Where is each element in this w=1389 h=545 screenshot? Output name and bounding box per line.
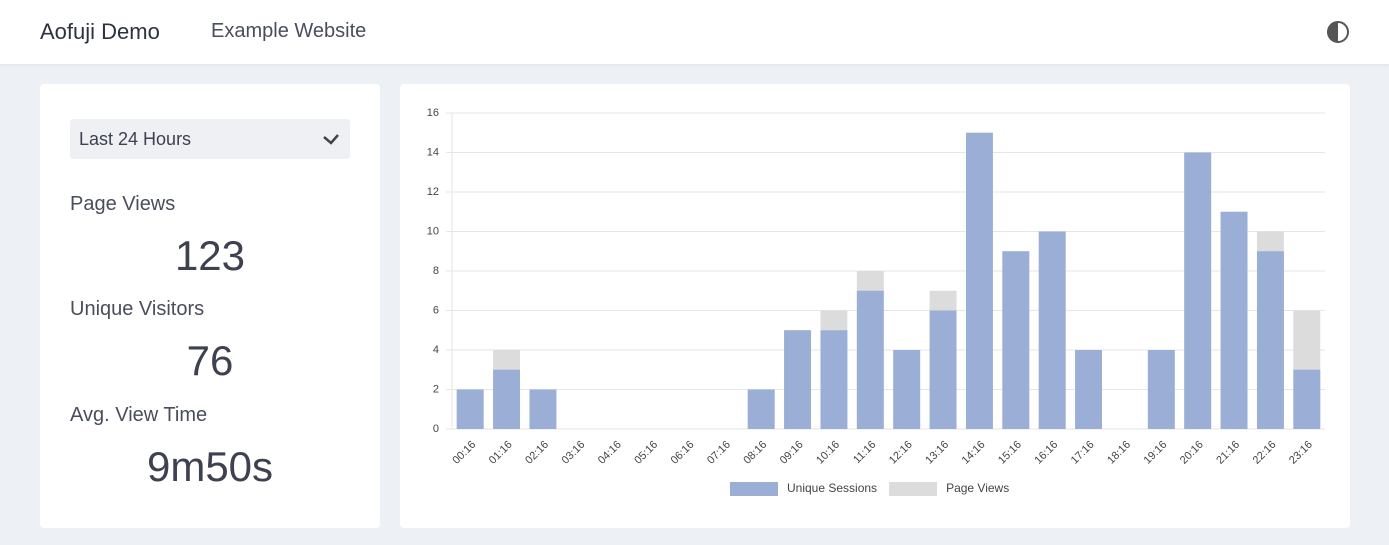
bar: [893, 350, 921, 429]
bar: [1038, 231, 1066, 429]
stat-label: Avg. View Time: [70, 404, 208, 426]
bar: [456, 389, 484, 429]
header: Aofuji Demo Example Website: [0, 0, 1389, 64]
x-tick-label: 06:16: [669, 439, 697, 467]
x-tick-label: 23:16: [1287, 439, 1315, 467]
site-link[interactable]: Example Website: [211, 20, 367, 42]
x-tick-label: 22:16: [1251, 439, 1279, 467]
stat-label: Unique Visitors: [70, 298, 205, 320]
y-tick-label: 10: [427, 225, 439, 237]
y-tick-label: 8: [433, 265, 439, 277]
chart-card: 0 2 4 6 8 10 12 14 16 00:16 01:16 02:16 03:16 04:16 05…: [400, 84, 1350, 528]
y-tick-label: 12: [427, 186, 439, 198]
x-tick-label: 11:16: [851, 439, 878, 466]
bar: [529, 389, 557, 429]
x-tick-label: 02:16: [523, 439, 551, 467]
x-tick-label: 07:16: [705, 439, 733, 467]
bar: [1002, 251, 1030, 429]
stat-label: Page Views: [70, 193, 176, 215]
bar: [747, 389, 775, 429]
x-tick-label: 18:16: [1105, 439, 1133, 467]
range-text: Last 24 Hours: [79, 129, 192, 149]
bar: [1184, 152, 1212, 429]
x-tick-label: 14:16: [960, 439, 988, 467]
x-tick-label: 01:16: [487, 439, 515, 467]
x-tick-label: 10:16: [814, 439, 842, 467]
chevron: [323, 134, 339, 145]
bar: [856, 290, 884, 429]
legend-swatch: [889, 482, 938, 496]
x-tick-label: 17:16: [1069, 439, 1097, 467]
range-select[interactable]: Last 24 Hours: [70, 119, 350, 159]
x-tick-label: 03:16: [560, 439, 588, 467]
theme-toggle[interactable]: [1326, 20, 1350, 44]
y-tick-label: 0: [433, 423, 439, 435]
stat-value: 76: [186, 337, 234, 384]
legend-label: Unique Sessions: [787, 481, 877, 495]
bar: [1220, 211, 1248, 429]
bar: [929, 310, 957, 429]
x-tick-label: 05:16: [632, 439, 660, 467]
bar: [1075, 350, 1103, 429]
x-tick-label: 00:16: [450, 439, 478, 467]
y-tick-label: 4: [433, 344, 439, 356]
bar: [493, 369, 521, 429]
stat-value: 9m50s: [146, 443, 274, 490]
x-tick-label: 19:16: [1142, 439, 1170, 467]
legend-swatch: [730, 482, 778, 496]
chart: 0 2 4 6 8 10 12 14 16 00:16 01:16 02:16 03:16 04:16 05…: [427, 107, 1325, 496]
bar: [1147, 350, 1175, 429]
x-tick-label: 20:16: [1178, 439, 1206, 467]
y-tick-label: 6: [433, 304, 439, 316]
brand[interactable]: Aofuji Demo: [40, 19, 160, 44]
bar: [820, 330, 848, 429]
x-tick-label: 13:16: [923, 439, 951, 467]
y-tick-label: 14: [427, 146, 439, 158]
bar: [784, 330, 812, 429]
x-tick-label: 15:16: [996, 439, 1024, 467]
x-tick-label: 09:16: [778, 439, 806, 467]
y-tick-label: 2: [433, 383, 439, 395]
legend-label: Page Views: [946, 481, 1009, 495]
stats-card: Last 24 Hours Page Views 123 Unique Visi…: [40, 84, 380, 528]
x-tick-label: 16:16: [1032, 439, 1060, 467]
bar: [1293, 369, 1321, 429]
x-tick-label: 21:16: [1214, 439, 1242, 467]
stat-value: 123: [174, 232, 246, 279]
x-tick-label: 12:16: [887, 439, 915, 467]
bar: [965, 132, 993, 429]
x-tick-label: 04:16: [596, 439, 624, 467]
y-tick-label: 16: [427, 107, 439, 119]
x-tick-label: 08:16: [741, 439, 769, 467]
bar: [1256, 251, 1284, 429]
